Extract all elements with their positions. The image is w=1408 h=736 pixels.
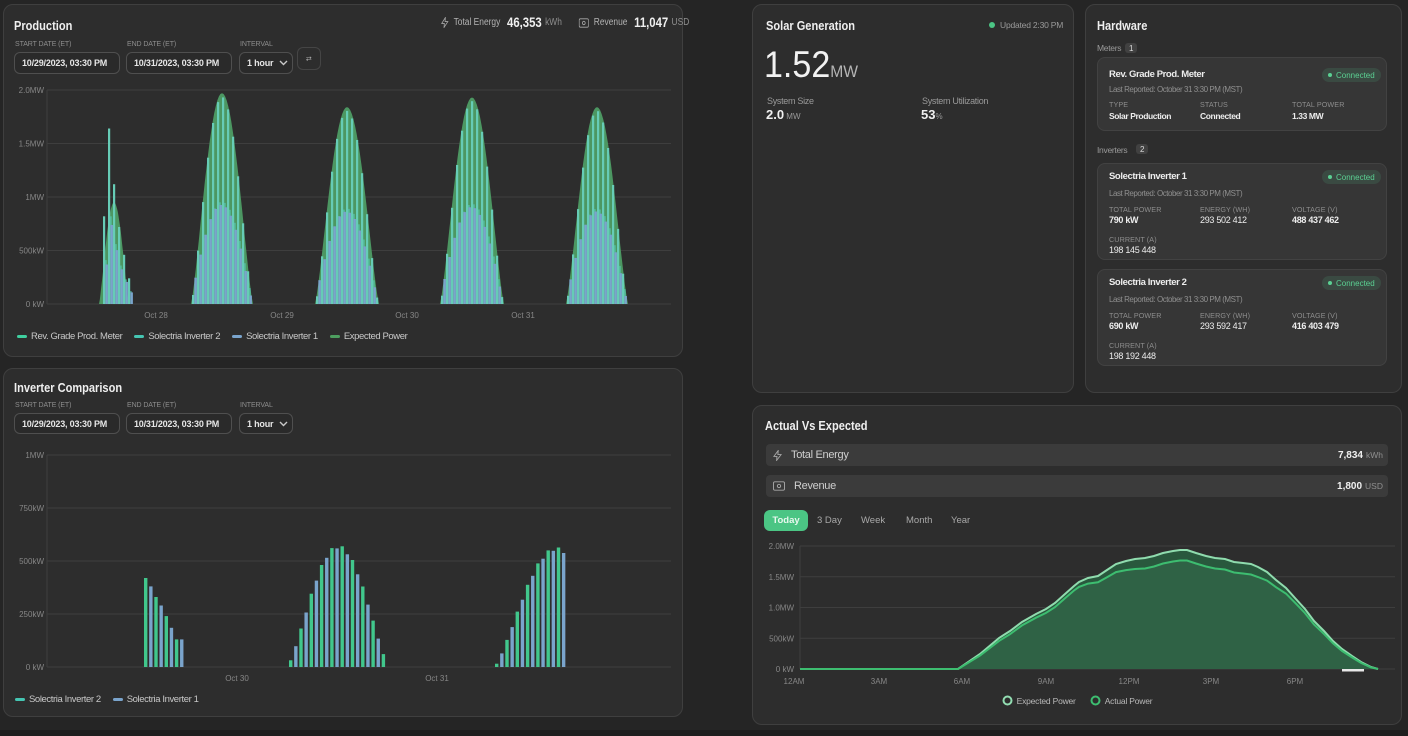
svg-text:1.5MW: 1.5MW <box>769 573 795 582</box>
svg-text:0 kW: 0 kW <box>26 300 45 309</box>
svg-text:6AM: 6AM <box>954 677 971 686</box>
svg-text:750kW: 750kW <box>19 504 44 513</box>
svg-text:2.0MW: 2.0MW <box>19 86 45 95</box>
svg-text:2.0MW: 2.0MW <box>769 542 795 551</box>
svg-text:3PM: 3PM <box>1203 677 1220 686</box>
svg-text:500kW: 500kW <box>19 557 44 566</box>
svg-text:Oct 31: Oct 31 <box>511 311 535 320</box>
svg-text:0 kW: 0 kW <box>776 665 795 674</box>
svg-text:Oct 29: Oct 29 <box>270 311 294 320</box>
svg-text:Oct 30: Oct 30 <box>225 674 249 683</box>
svg-text:12AM: 12AM <box>784 677 805 686</box>
svg-text:1MW: 1MW <box>25 193 44 202</box>
svg-text:6PM: 6PM <box>1287 677 1304 686</box>
svg-text:1MW: 1MW <box>25 451 44 460</box>
svg-text:500kW: 500kW <box>769 634 794 643</box>
svg-text:3AM: 3AM <box>871 677 888 686</box>
svg-text:1.5MW: 1.5MW <box>19 140 45 149</box>
svg-text:1.0MW: 1.0MW <box>769 604 795 613</box>
svg-text:250kW: 250kW <box>19 610 44 619</box>
svg-text:0 kW: 0 kW <box>26 663 45 672</box>
svg-text:Oct 31: Oct 31 <box>425 674 449 683</box>
svg-text:9AM: 9AM <box>1038 677 1055 686</box>
svg-text:Oct 28: Oct 28 <box>144 311 168 320</box>
svg-text:12PM: 12PM <box>1119 677 1140 686</box>
svg-text:Oct 30: Oct 30 <box>395 311 419 320</box>
svg-text:500kW: 500kW <box>19 247 44 256</box>
